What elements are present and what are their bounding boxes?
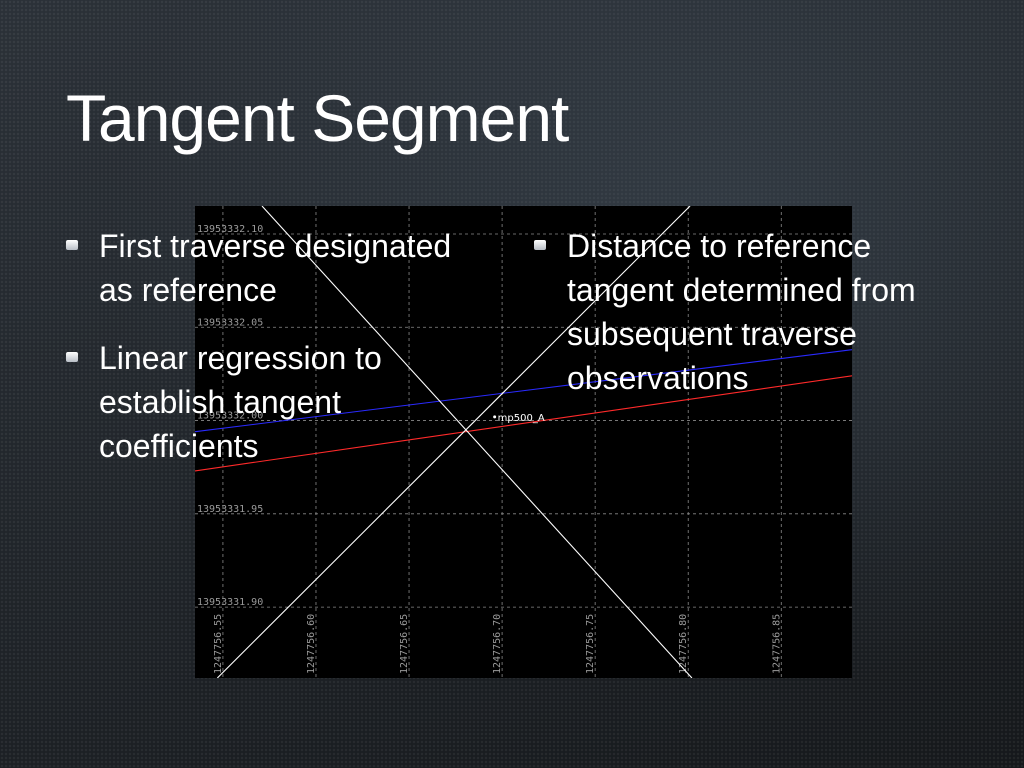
series-line — [216, 206, 691, 678]
x-tick-label: 1247756.60 — [306, 614, 317, 674]
series-line — [195, 349, 852, 433]
bullet-list-left: First traverse designated as reference L… — [66, 224, 486, 492]
point-marker — [493, 415, 497, 419]
x-tick-label: 1247756.75 — [585, 614, 596, 674]
bullet-icon — [66, 240, 78, 250]
x-tick-label: 1247756.65 — [399, 614, 410, 674]
bullet-list-right: Distance to reference tangent determined… — [534, 224, 964, 424]
y-tick-label: 13953332.00 — [197, 411, 263, 422]
point-label: mp500_A — [498, 413, 545, 424]
bullet-icon — [534, 240, 546, 250]
y-tick-label: 13953332.10 — [197, 224, 263, 235]
bullet-item: Distance to reference tangent determined… — [534, 224, 964, 400]
bullet-item: First traverse designated as reference — [66, 224, 486, 312]
plot-panel: 1247756.55 1247756.60 1247756.65 1247756.70… — [195, 206, 852, 678]
bullet-text: Distance to reference tangent determined… — [567, 228, 916, 396]
bullet-text: First traverse designated as reference — [99, 228, 452, 308]
series-line — [195, 375, 852, 472]
x-tick-label: 1247756.55 — [213, 614, 224, 674]
x-tick-label: 1247756.70 — [492, 614, 503, 674]
bullet-item: Linear regression to establish tangent c… — [66, 336, 486, 468]
slide-title: Tangent Segment — [66, 81, 569, 155]
bullet-text: Linear regression to establish tangent c… — [99, 340, 382, 464]
series-line — [261, 206, 693, 678]
bullet-icon — [66, 352, 78, 362]
y-tick-label: 13953331.90 — [197, 597, 263, 608]
x-tick-label: 1247756.80 — [678, 614, 689, 674]
coordinate-plot: 1247756.55 1247756.60 1247756.65 1247756.70… — [195, 206, 852, 678]
x-tick-label: 1247756.85 — [771, 614, 782, 674]
y-tick-label: 13953331.95 — [197, 504, 263, 515]
y-tick-label: 13953332.05 — [197, 317, 263, 328]
